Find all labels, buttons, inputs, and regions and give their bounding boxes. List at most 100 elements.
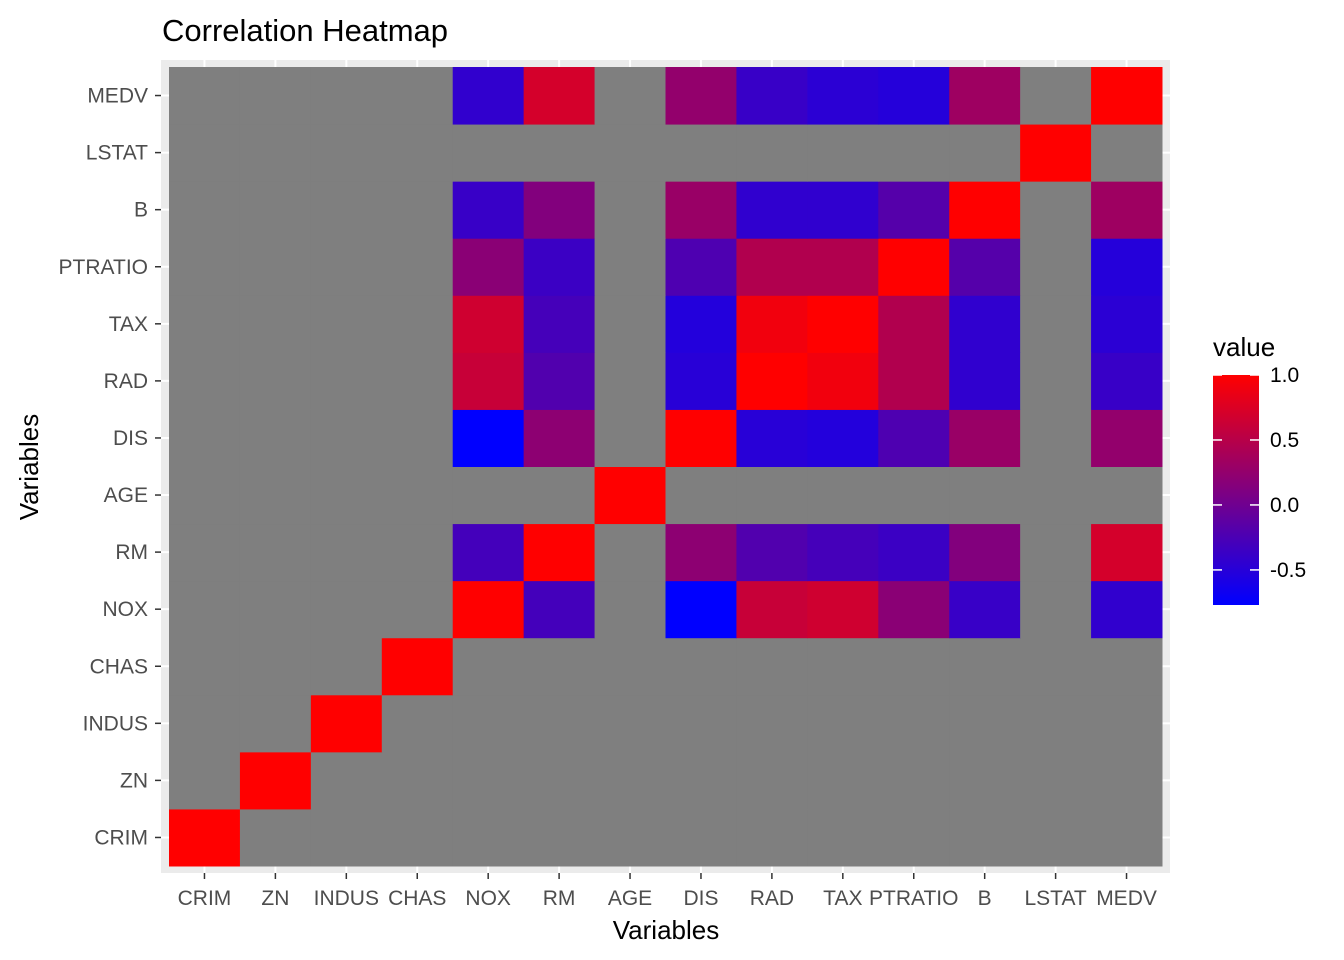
heatmap-cell-rad-age [736,466,808,525]
heatmap-cell-crim-tax [169,295,241,353]
heatmap-cell-rad-crim [736,808,808,867]
heatmap-cell-rm-indus [523,694,596,753]
heatmap-cell-rad-ptratio [736,238,808,296]
heatmap-cell-ptratio-indus [878,694,950,753]
heatmap-cell-dis-age [665,466,737,525]
heatmap-cell-medv-b [1091,181,1163,239]
heatmap-cell-lstat-ptratio [1020,238,1092,296]
heatmap-cell-nox-rm [452,523,525,582]
x-tick-label: B [978,887,992,910]
heatmap-cell-rm-medv [523,67,596,125]
heatmap-cell-indus-b [310,181,383,239]
heatmap-cell-rm-dis [523,409,596,467]
heatmap-cell-age-dis [594,409,666,467]
heatmap-cell-tax-nox [807,580,879,639]
x-tick-label: PTRATIO [869,887,958,910]
heatmap-cell-zn-medv [239,67,312,125]
x-tick-label: LSTAT [1024,887,1086,910]
heatmap-cell-dis-tax [665,295,737,353]
x-tick-label: CRIM [178,887,232,910]
heatmap-cell-medv-age [1091,466,1163,525]
heatmap-cell-dis-b [665,181,737,239]
y-tick-label: RAD [104,370,148,393]
heatmap-cell-tax-lstat [807,124,879,182]
y-tick-label: TAX [109,313,148,336]
heatmap-cell-b-lstat [949,124,1021,182]
heatmap-cell-indus-chas [310,637,383,696]
heatmap-cell-chas-b [381,181,454,239]
heatmap-cell-b-rm [949,523,1021,582]
heatmap-cell-lstat-lstat [1020,124,1092,182]
x-tick-label: AGE [608,887,652,910]
heatmap-cell-rad-chas [736,637,808,696]
heatmap-cell-crim-rad [169,352,241,410]
x-tick-label: MEDV [1096,887,1157,910]
heatmap-cell-age-rad [594,352,666,410]
heatmap-cell-zn-indus [239,694,312,753]
heatmap-cell-zn-tax [239,295,312,353]
heatmap-cell-lstat-nox [1020,580,1092,639]
heatmap-cell-lstat-medv [1020,67,1092,125]
y-tick-label: CRIM [94,826,148,849]
heatmap-cell-b-medv [949,67,1021,125]
heatmap-cell-nox-indus [452,694,525,753]
heatmap-cell-ptratio-tax [878,295,950,353]
heatmap-cell-tax-chas [807,637,879,696]
heatmap-cell-lstat-chas [1020,637,1092,696]
legend-tick-label: 0.5 [1270,429,1299,452]
heatmap-cell-indus-rm [310,523,383,582]
heatmap-cell-medv-rm [1091,523,1163,582]
heatmap-cell-ptratio-zn [878,751,950,810]
heatmap-cell-rm-tax [523,295,596,353]
heatmap-cell-age-rm [594,523,666,582]
heatmap-cell-medv-lstat [1091,124,1163,182]
y-tick-label: MEDV [87,85,148,108]
heatmap-cell-indus-age [310,466,383,525]
heatmap-cell-medv-indus [1091,694,1163,753]
y-tick-label: B [134,199,148,222]
legend-tick-label: 1.0 [1270,364,1299,387]
heatmap-cell-zn-rm [239,523,312,582]
heatmap-cells [169,67,1163,867]
heatmap-cell-dis-nox [665,580,737,639]
heatmap-cell-tax-medv [807,67,879,125]
heatmap-cell-rm-crim [523,808,596,867]
heatmap-cell-dis-dis [665,409,737,467]
heatmap-cell-tax-indus [807,694,879,753]
heatmap-cell-rm-rm [523,523,596,582]
heatmap-cell-ptratio-age [878,466,950,525]
heatmap-cell-crim-nox [169,580,241,639]
heatmap-cell-rad-medv [736,67,808,125]
heatmap-cell-chas-nox [381,580,454,639]
heatmap-cell-lstat-zn [1020,751,1092,810]
heatmap-cell-crim-age [169,466,241,525]
heatmap-cell-ptratio-rad [878,352,950,410]
heatmap-cell-indus-zn [310,751,383,810]
heatmap-cell-b-ptratio [949,238,1021,296]
heatmap-cell-indus-nox [310,580,383,639]
y-tick-label: DIS [113,427,148,450]
heatmap-cell-zn-rad [239,352,312,410]
heatmap-cell-chas-rm [381,523,454,582]
heatmap-cell-chas-crim [381,808,454,867]
y-tick-label: INDUS [83,712,148,735]
heatmap-cell-indus-lstat [310,124,383,182]
heatmap-cell-rad-lstat [736,124,808,182]
heatmap-cell-lstat-b [1020,181,1092,239]
chart-title: Correlation Heatmap [162,13,448,48]
heatmap-cell-lstat-dis [1020,409,1092,467]
heatmap-cell-b-b [949,181,1021,239]
heatmap-cell-chas-rad [381,352,454,410]
heatmap-cell-rad-dis [736,409,808,467]
heatmap-cell-dis-lstat [665,124,737,182]
heatmap-cell-crim-dis [169,409,241,467]
heatmap-cell-dis-chas [665,637,737,696]
heatmap-cell-rad-nox [736,580,808,639]
heatmap-cell-crim-b [169,181,241,239]
heatmap-cell-indus-crim [310,808,383,867]
heatmap-cell-chas-ptratio [381,238,454,296]
heatmap-cell-nox-zn [452,751,525,810]
heatmap-cell-ptratio-medv [878,67,950,125]
heatmap-cell-medv-nox [1091,580,1163,639]
heatmap-cell-tax-dis [807,409,879,467]
